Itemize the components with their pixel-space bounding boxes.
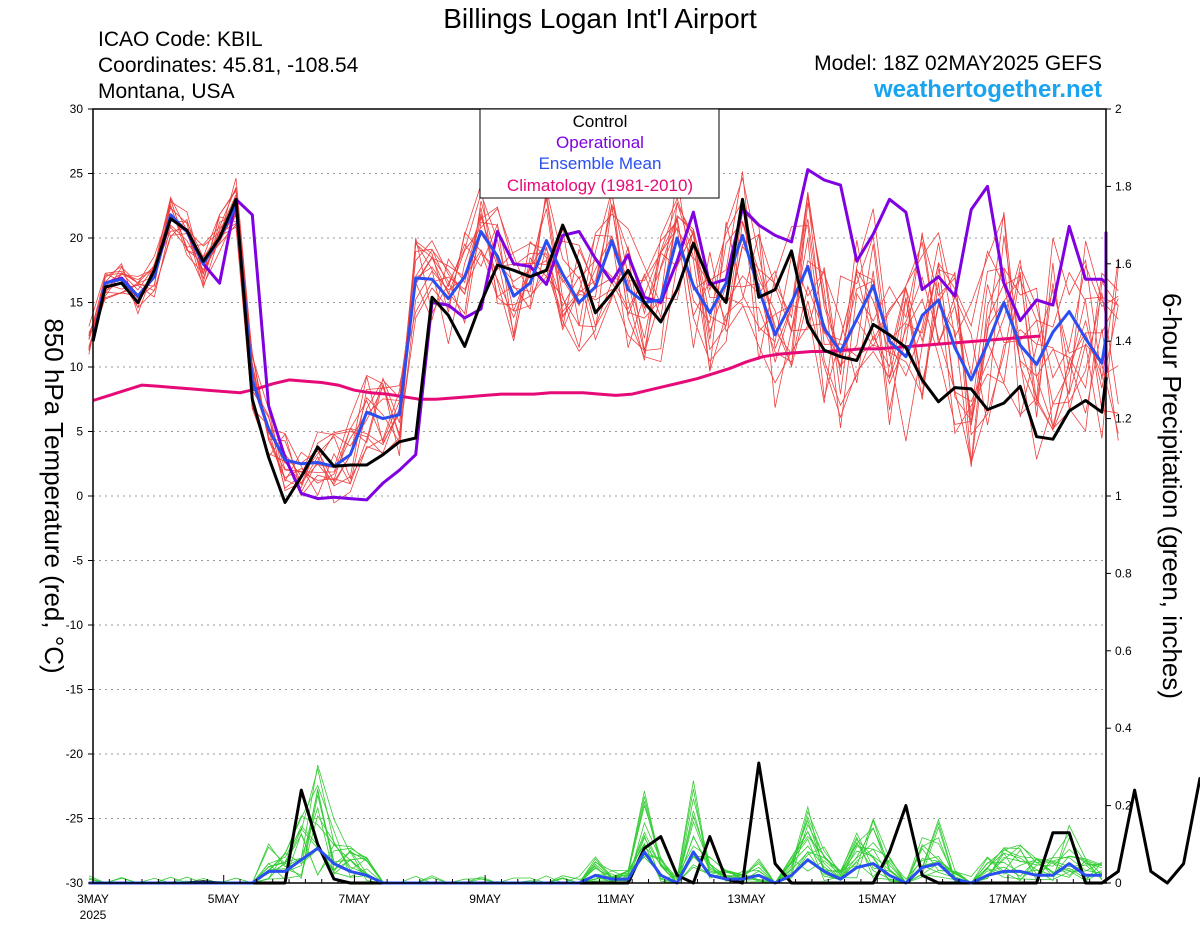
temperature-ensemble-members xyxy=(88,171,1119,504)
x-axis-ticks: 3MAY 2025 5MAY 7MAY 9MAY 11MAY 13MAY 15MAY 17MAY xyxy=(77,875,1107,922)
x-tick-label-0: 3MAY xyxy=(77,892,109,906)
left-tick-label-9: -15 xyxy=(66,683,84,697)
temperature-member-line-3 xyxy=(88,184,1119,478)
precip-member-line-6 xyxy=(88,764,1103,884)
left-tick-label-7: -5 xyxy=(72,554,83,568)
temperature-climatology-1981-2010-line xyxy=(92,334,1041,402)
x-tick-label-3: 9MAY xyxy=(469,892,501,906)
right-tick-label-9: 0.2 xyxy=(1115,799,1132,813)
right-tick-label-4: 1.2 xyxy=(1115,412,1132,426)
left-tick-label-10: -20 xyxy=(66,747,84,761)
left-tick-label-2: 20 xyxy=(70,231,84,245)
highlighted-series xyxy=(88,168,1200,885)
x-tick-label-7: 17MAY xyxy=(989,892,1027,906)
precip-ensemble-members xyxy=(88,764,1103,884)
left-axis-title: 850 hPa Temperature (red, °C) xyxy=(39,318,69,673)
left-tick-label-4: 10 xyxy=(70,360,84,374)
temperature-member-line-1 xyxy=(88,194,1119,483)
right-tick-label-6: 0.8 xyxy=(1115,566,1132,580)
left-axis-ticks: 30 25 20 15 10 5 0 -5 -10 -15 -20 -25 -30 xyxy=(66,102,93,890)
right-tick-label-1: 1.8 xyxy=(1115,179,1132,193)
left-tick-label-11: -25 xyxy=(66,812,84,826)
x-tick-label-2: 7MAY xyxy=(339,892,371,906)
temperature-member-line-13 xyxy=(88,188,1119,489)
grid-lines xyxy=(93,173,1106,819)
right-axis-title: 6-hour Precipitation (green, inches) xyxy=(1157,293,1187,699)
legend-entry-ensemble-mean: Ensemble Mean xyxy=(539,154,662,173)
legend-entry-operational: Operational xyxy=(556,133,644,152)
temperature-member-line-10 xyxy=(88,171,1119,473)
left-tick-label-0: 30 xyxy=(70,102,84,116)
precip-ensemble-mean-line xyxy=(88,846,1102,885)
left-tick-label-6: 0 xyxy=(76,489,83,503)
right-tick-label-7: 0.6 xyxy=(1115,644,1132,658)
x-tick-label-4: 11MAY xyxy=(597,892,635,906)
x-tick-sublabel-0: 2025 xyxy=(80,908,107,922)
precip-member-line-11 xyxy=(88,814,1103,884)
legend: Control Operational Ensemble Mean Climat… xyxy=(479,108,720,199)
temperature-member-line-12 xyxy=(88,190,1119,504)
coordinates-label: Coordinates: 45.81, -108.54 xyxy=(98,54,359,77)
right-tick-label-2: 1.6 xyxy=(1115,257,1132,271)
temperature-control-line xyxy=(91,197,1108,504)
site-name-label: weathertogether.net xyxy=(873,76,1102,103)
right-tick-label-3: 1.4 xyxy=(1115,334,1132,348)
model-run-label: Model: 18Z 02MAY2025 GEFS xyxy=(814,52,1102,75)
legend-box xyxy=(479,108,720,199)
icao-code-label: ICAO Code: KBIL xyxy=(98,28,263,51)
right-tick-label-8: 0.4 xyxy=(1115,721,1132,735)
right-tick-label-5: 1 xyxy=(1115,489,1122,503)
right-tick-label-10: 0 xyxy=(1115,876,1122,890)
x-tick-label-6: 15MAY xyxy=(858,892,896,906)
chart-title: Billings Logan Int'l Airport xyxy=(443,3,757,34)
region-label: Montana, USA xyxy=(98,80,235,103)
left-tick-label-3: 15 xyxy=(70,296,84,310)
precip-member-line-10 xyxy=(88,804,1102,884)
right-axis-ticks: 2 1.8 1.6 1.4 1.2 1 0.8 0.6 0.4 0.2 0 xyxy=(1106,102,1132,890)
temperature-operational-line xyxy=(91,168,1108,502)
x-tick-label-1: 5MAY xyxy=(208,892,240,906)
right-tick-label-0: 2 xyxy=(1115,102,1122,116)
legend-entry-climatology: Climatology (1981-2010) xyxy=(507,176,693,195)
left-tick-label-5: 5 xyxy=(76,425,83,439)
legend-entry-control: Control xyxy=(573,112,628,131)
x-tick-label-5: 13MAY xyxy=(727,892,765,906)
left-tick-label-1: 25 xyxy=(70,167,84,181)
left-tick-label-12: -30 xyxy=(66,876,84,890)
left-tick-label-8: -10 xyxy=(66,618,84,632)
temperature-ensemble-mean-line xyxy=(91,204,1108,468)
